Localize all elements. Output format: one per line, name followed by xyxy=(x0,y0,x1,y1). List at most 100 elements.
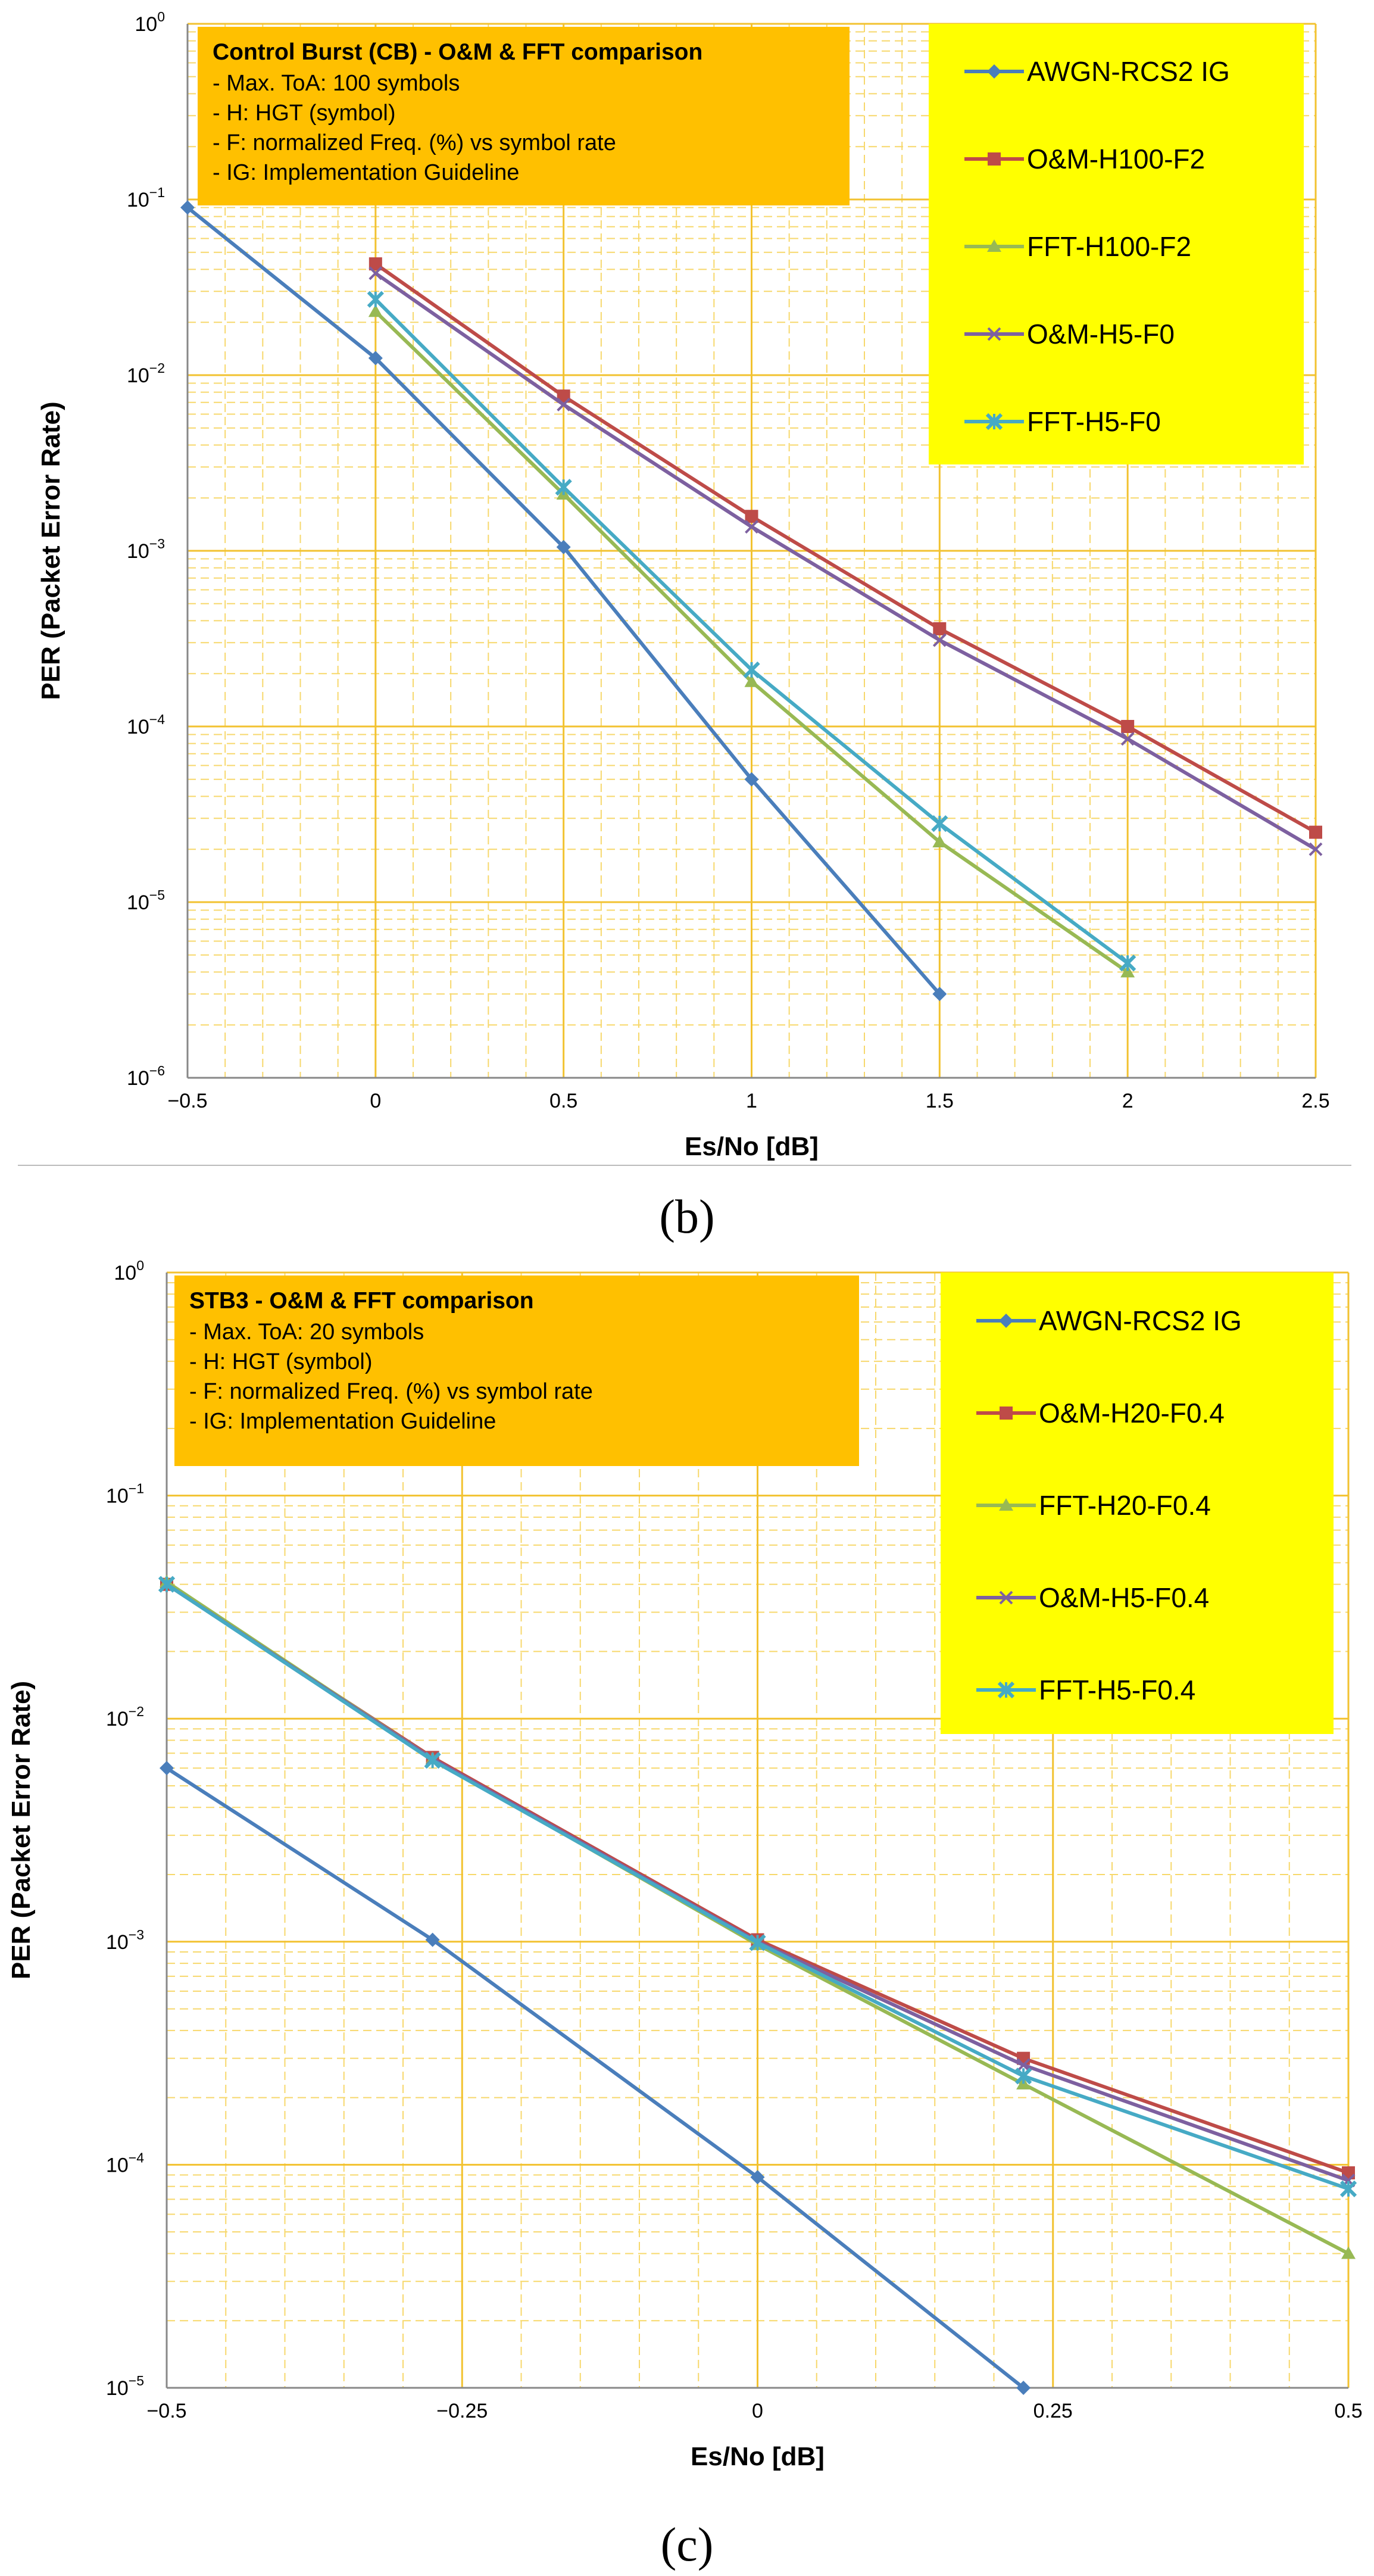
y-tick-label: 10−1 xyxy=(106,1481,144,1508)
legend-label: AWGN-RCS2 IG xyxy=(1039,1305,1242,1336)
y-tick-label: 100 xyxy=(114,1258,144,1284)
legend-label: FFT-H5-F0.4 xyxy=(1039,1674,1195,1705)
data-point xyxy=(557,389,570,403)
series-2 xyxy=(368,304,1135,978)
data-point xyxy=(931,815,948,832)
data-point xyxy=(556,539,571,554)
info-box xyxy=(198,27,850,205)
marker-stroke xyxy=(369,266,383,280)
legend-label: FFT-H100-F2 xyxy=(1027,231,1191,262)
x-tick-label: 1 xyxy=(746,1090,757,1112)
legend-label: O&M-H20-F0.4 xyxy=(1039,1398,1225,1429)
legend-marker xyxy=(1000,1406,1013,1420)
legend-marker xyxy=(997,1681,1015,1699)
info-box-line: - Max. ToA: 20 symbols xyxy=(189,1320,424,1345)
legend-marker xyxy=(985,413,1003,431)
x-tick-label: −0.5 xyxy=(146,2400,186,2422)
series-4 xyxy=(158,1576,1357,2197)
data-point xyxy=(743,661,760,679)
marker-stroke xyxy=(1309,842,1323,856)
info-box-line: - Max. ToA: 100 symbols xyxy=(213,71,460,96)
legend-box xyxy=(929,24,1304,464)
marker-stroke xyxy=(999,1590,1013,1605)
data-point xyxy=(1309,825,1322,839)
y-tick-label: 10−3 xyxy=(127,536,165,563)
legend-marker xyxy=(999,1590,1013,1605)
marker-stroke xyxy=(932,633,947,647)
data-point xyxy=(1015,2067,1032,2085)
info-box-title: Control Burst (CB) - O&M & FFT compariso… xyxy=(213,39,702,65)
x-tick-label: 2.5 xyxy=(1301,1090,1329,1112)
y-tick-label: 10−3 xyxy=(106,1927,144,1954)
y-axis-title: PER (Packet Error Rate) xyxy=(7,1681,36,1979)
data-point xyxy=(160,1761,174,1776)
data-point xyxy=(745,520,758,534)
chart-panel-c: 10−5 10−4 10−3 10−2 10−1 100 −0.5 −0.25 0 0.25 0.5… xyxy=(7,1258,1363,2471)
series-line xyxy=(165,1766,1025,2390)
marker-stroke xyxy=(557,397,571,411)
series-line xyxy=(374,272,1317,851)
legend-marker xyxy=(987,239,1001,252)
x-tick-label: 0 xyxy=(752,2400,763,2422)
data-point xyxy=(1339,2180,1357,2197)
series-4 xyxy=(367,291,1136,972)
panel-caption-b: (b) xyxy=(659,1191,714,1243)
x-tick-label: 1.5 xyxy=(926,1090,954,1112)
data-point xyxy=(367,291,384,308)
y-tick-label: 10−2 xyxy=(106,1704,144,1730)
data-point xyxy=(158,1576,176,1593)
series-0 xyxy=(180,200,947,1002)
info-box-line: - F: normalized Freq. (%) vs symbol rate xyxy=(213,130,616,155)
panel-caption-c: (c) xyxy=(661,2519,714,2571)
data-point xyxy=(933,622,947,635)
data-point xyxy=(744,772,759,787)
marker-stroke xyxy=(1016,2058,1030,2072)
data-point xyxy=(1120,965,1135,978)
y-tick-label: 10−2 xyxy=(127,360,165,387)
series-line xyxy=(374,262,1317,834)
marker-stroke xyxy=(987,327,1001,341)
data-point xyxy=(555,479,572,496)
data-point xyxy=(368,351,383,366)
x-tick-label: 2 xyxy=(1122,1090,1133,1112)
data-point xyxy=(744,674,759,687)
legend-marker xyxy=(999,1498,1013,1511)
info-box xyxy=(174,1275,859,1466)
y-tick-label: 10−5 xyxy=(127,887,165,914)
x-tick-label: 0.5 xyxy=(1334,2400,1362,2422)
x-tick-label: −0.5 xyxy=(167,1090,207,1112)
y-axis-title: PER (Packet Error Rate) xyxy=(36,401,65,700)
legend-label: AWGN-RCS2 IG xyxy=(1027,56,1230,87)
chart-panel-b: 10−6 10−5 10−4 10−3 10−2 10−1 100 −0.5 0 0.5 1 1.5 2… xyxy=(36,9,1330,1161)
data-point xyxy=(424,1752,441,1769)
series-0 xyxy=(160,1761,1031,2395)
data-point xyxy=(1341,2246,1356,2259)
data-point xyxy=(1121,720,1135,733)
legend-marker xyxy=(987,327,1001,341)
data-point xyxy=(1016,2381,1031,2395)
info-box-title: STB3 - O&M & FFT comparison xyxy=(189,1288,534,1314)
data-point xyxy=(180,200,195,215)
y-tick-label: 10−5 xyxy=(106,2373,144,2400)
marker-stroke xyxy=(745,520,758,534)
series-1 xyxy=(369,257,1322,839)
y-tick-label: 10−4 xyxy=(127,712,165,738)
x-tick-label: 0.5 xyxy=(549,1090,577,1112)
x-tick-label: 0.25 xyxy=(1033,2400,1073,2422)
data-point xyxy=(368,304,383,317)
data-point xyxy=(1119,955,1136,972)
data-point xyxy=(745,510,758,523)
info-box-line: - IG: Implementation Guideline xyxy=(189,1409,496,1434)
data-point xyxy=(1120,732,1135,746)
data-point xyxy=(1016,2058,1030,2072)
data-point xyxy=(932,987,947,1002)
y-tick-label: 100 xyxy=(135,9,165,36)
info-box-line: - H: HGT (symbol) xyxy=(189,1349,373,1374)
series-3 xyxy=(369,266,1323,856)
legend-label: FFT-H20-F0.4 xyxy=(1039,1490,1211,1521)
x-axis-title: Es/No [dB] xyxy=(685,1132,819,1161)
y-tick-label: 10−6 xyxy=(127,1063,165,1090)
x-axis-title: Es/No [dB] xyxy=(691,2442,825,2471)
info-box-line: - H: HGT (symbol) xyxy=(213,101,396,126)
